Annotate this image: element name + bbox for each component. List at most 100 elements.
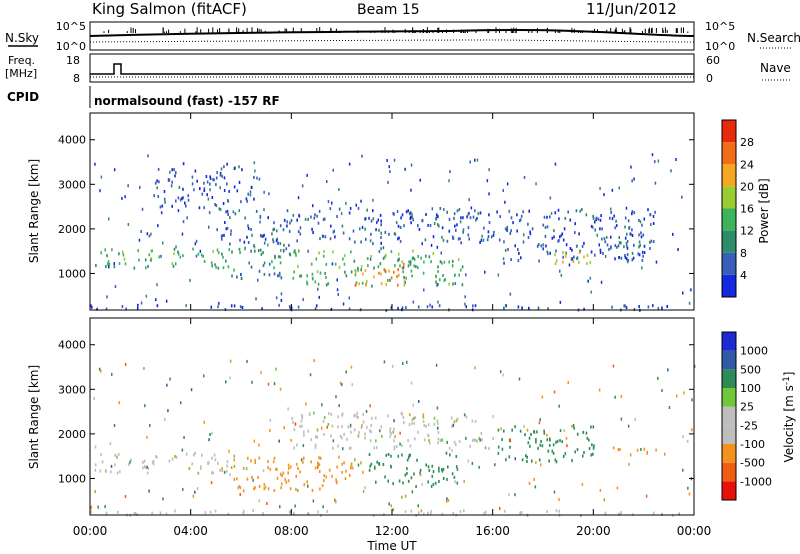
data-cell (486, 179, 489, 183)
x-axis-label: Time UT (366, 539, 417, 553)
data-cell (296, 443, 298, 447)
data-cell (111, 372, 113, 376)
data-cell (678, 512, 680, 516)
data-cell (384, 255, 386, 259)
data-cell (542, 223, 545, 227)
data-cell (499, 507, 501, 510)
data-cell (294, 422, 297, 426)
data-cell (301, 184, 304, 188)
data-cell (575, 209, 578, 213)
data-cell (253, 244, 255, 248)
data-cell (326, 180, 328, 183)
data-cell (410, 509, 413, 513)
data-cell (257, 475, 259, 479)
data-cell (518, 377, 521, 381)
data-cell (297, 230, 300, 233)
data-cell (331, 474, 333, 478)
nsearch-label: N.Search (747, 31, 800, 45)
y-tick-label: 3000 (58, 178, 86, 191)
data-cell (451, 264, 454, 268)
data-cell (413, 472, 415, 476)
data-cell (150, 257, 153, 260)
colorbar-tick-label: -1000 (740, 475, 772, 488)
data-cell (582, 454, 584, 458)
data-cell (593, 444, 595, 448)
data-cell (167, 409, 169, 413)
data-cell (203, 374, 205, 378)
data-cell (312, 204, 314, 208)
data-cell (203, 187, 206, 191)
data-cell (249, 190, 252, 194)
data-cell (314, 307, 317, 311)
data-cell (341, 383, 343, 387)
data-cell (272, 460, 275, 464)
data-cell (206, 193, 208, 197)
data-cell (451, 449, 453, 453)
data-cell (233, 185, 236, 189)
data-cell (328, 412, 330, 415)
data-cell (350, 466, 352, 470)
x-tick-label: 16:00 (475, 524, 510, 538)
data-cell (454, 273, 456, 277)
data-cell (627, 219, 630, 223)
data-cell (237, 486, 239, 490)
data-cell (299, 470, 301, 474)
data-cell (591, 225, 594, 229)
data-cell (230, 229, 232, 233)
data-cell (303, 433, 305, 437)
data-cell (333, 229, 335, 233)
data-cell (330, 224, 332, 228)
data-cell (144, 404, 146, 408)
data-cell (373, 446, 375, 450)
data-cell (631, 258, 634, 262)
data-cell (297, 467, 299, 470)
data-cell (303, 430, 305, 434)
data-cell (553, 490, 556, 494)
data-cell (137, 249, 139, 253)
data-cell (254, 458, 256, 462)
data-cell (366, 425, 368, 429)
data-cell (297, 489, 299, 492)
data-cell (599, 488, 602, 492)
data-cell (552, 451, 555, 455)
data-cell (287, 471, 289, 475)
data-cell (341, 425, 343, 429)
noise-tick-left-bottom: 10^0 (56, 40, 86, 53)
data-cell (440, 251, 442, 255)
data-cell (563, 227, 566, 231)
data-cell (507, 248, 509, 251)
data-cell (405, 276, 407, 280)
data-cell (250, 249, 252, 253)
data-cell (643, 251, 646, 255)
data-cell (655, 448, 657, 452)
data-cell (573, 255, 575, 259)
data-cell (611, 217, 614, 221)
data-cell (403, 275, 405, 279)
data-cell (459, 237, 461, 241)
data-cell (244, 246, 246, 250)
data-cell (334, 498, 336, 502)
data-cell (360, 240, 362, 244)
data-cell (364, 432, 366, 436)
data-cell (459, 510, 462, 513)
data-cell (437, 431, 440, 435)
data-cell (365, 283, 367, 287)
data-cell (99, 189, 101, 193)
data-cell (236, 477, 238, 481)
data-cell (652, 304, 654, 308)
data-cell (407, 479, 410, 483)
data-cell (215, 176, 218, 180)
data-cell (129, 460, 131, 464)
data-cell (165, 299, 168, 303)
data-cell (603, 498, 605, 502)
data-cell (211, 196, 214, 199)
data-cell (393, 427, 395, 431)
data-cell (216, 228, 218, 232)
data-cell (558, 509, 560, 513)
data-cell (209, 177, 212, 180)
data-cell (511, 428, 513, 432)
data-cell (397, 252, 400, 256)
data-cell (638, 305, 640, 308)
data-cell (342, 231, 345, 235)
data-cell (292, 420, 294, 424)
